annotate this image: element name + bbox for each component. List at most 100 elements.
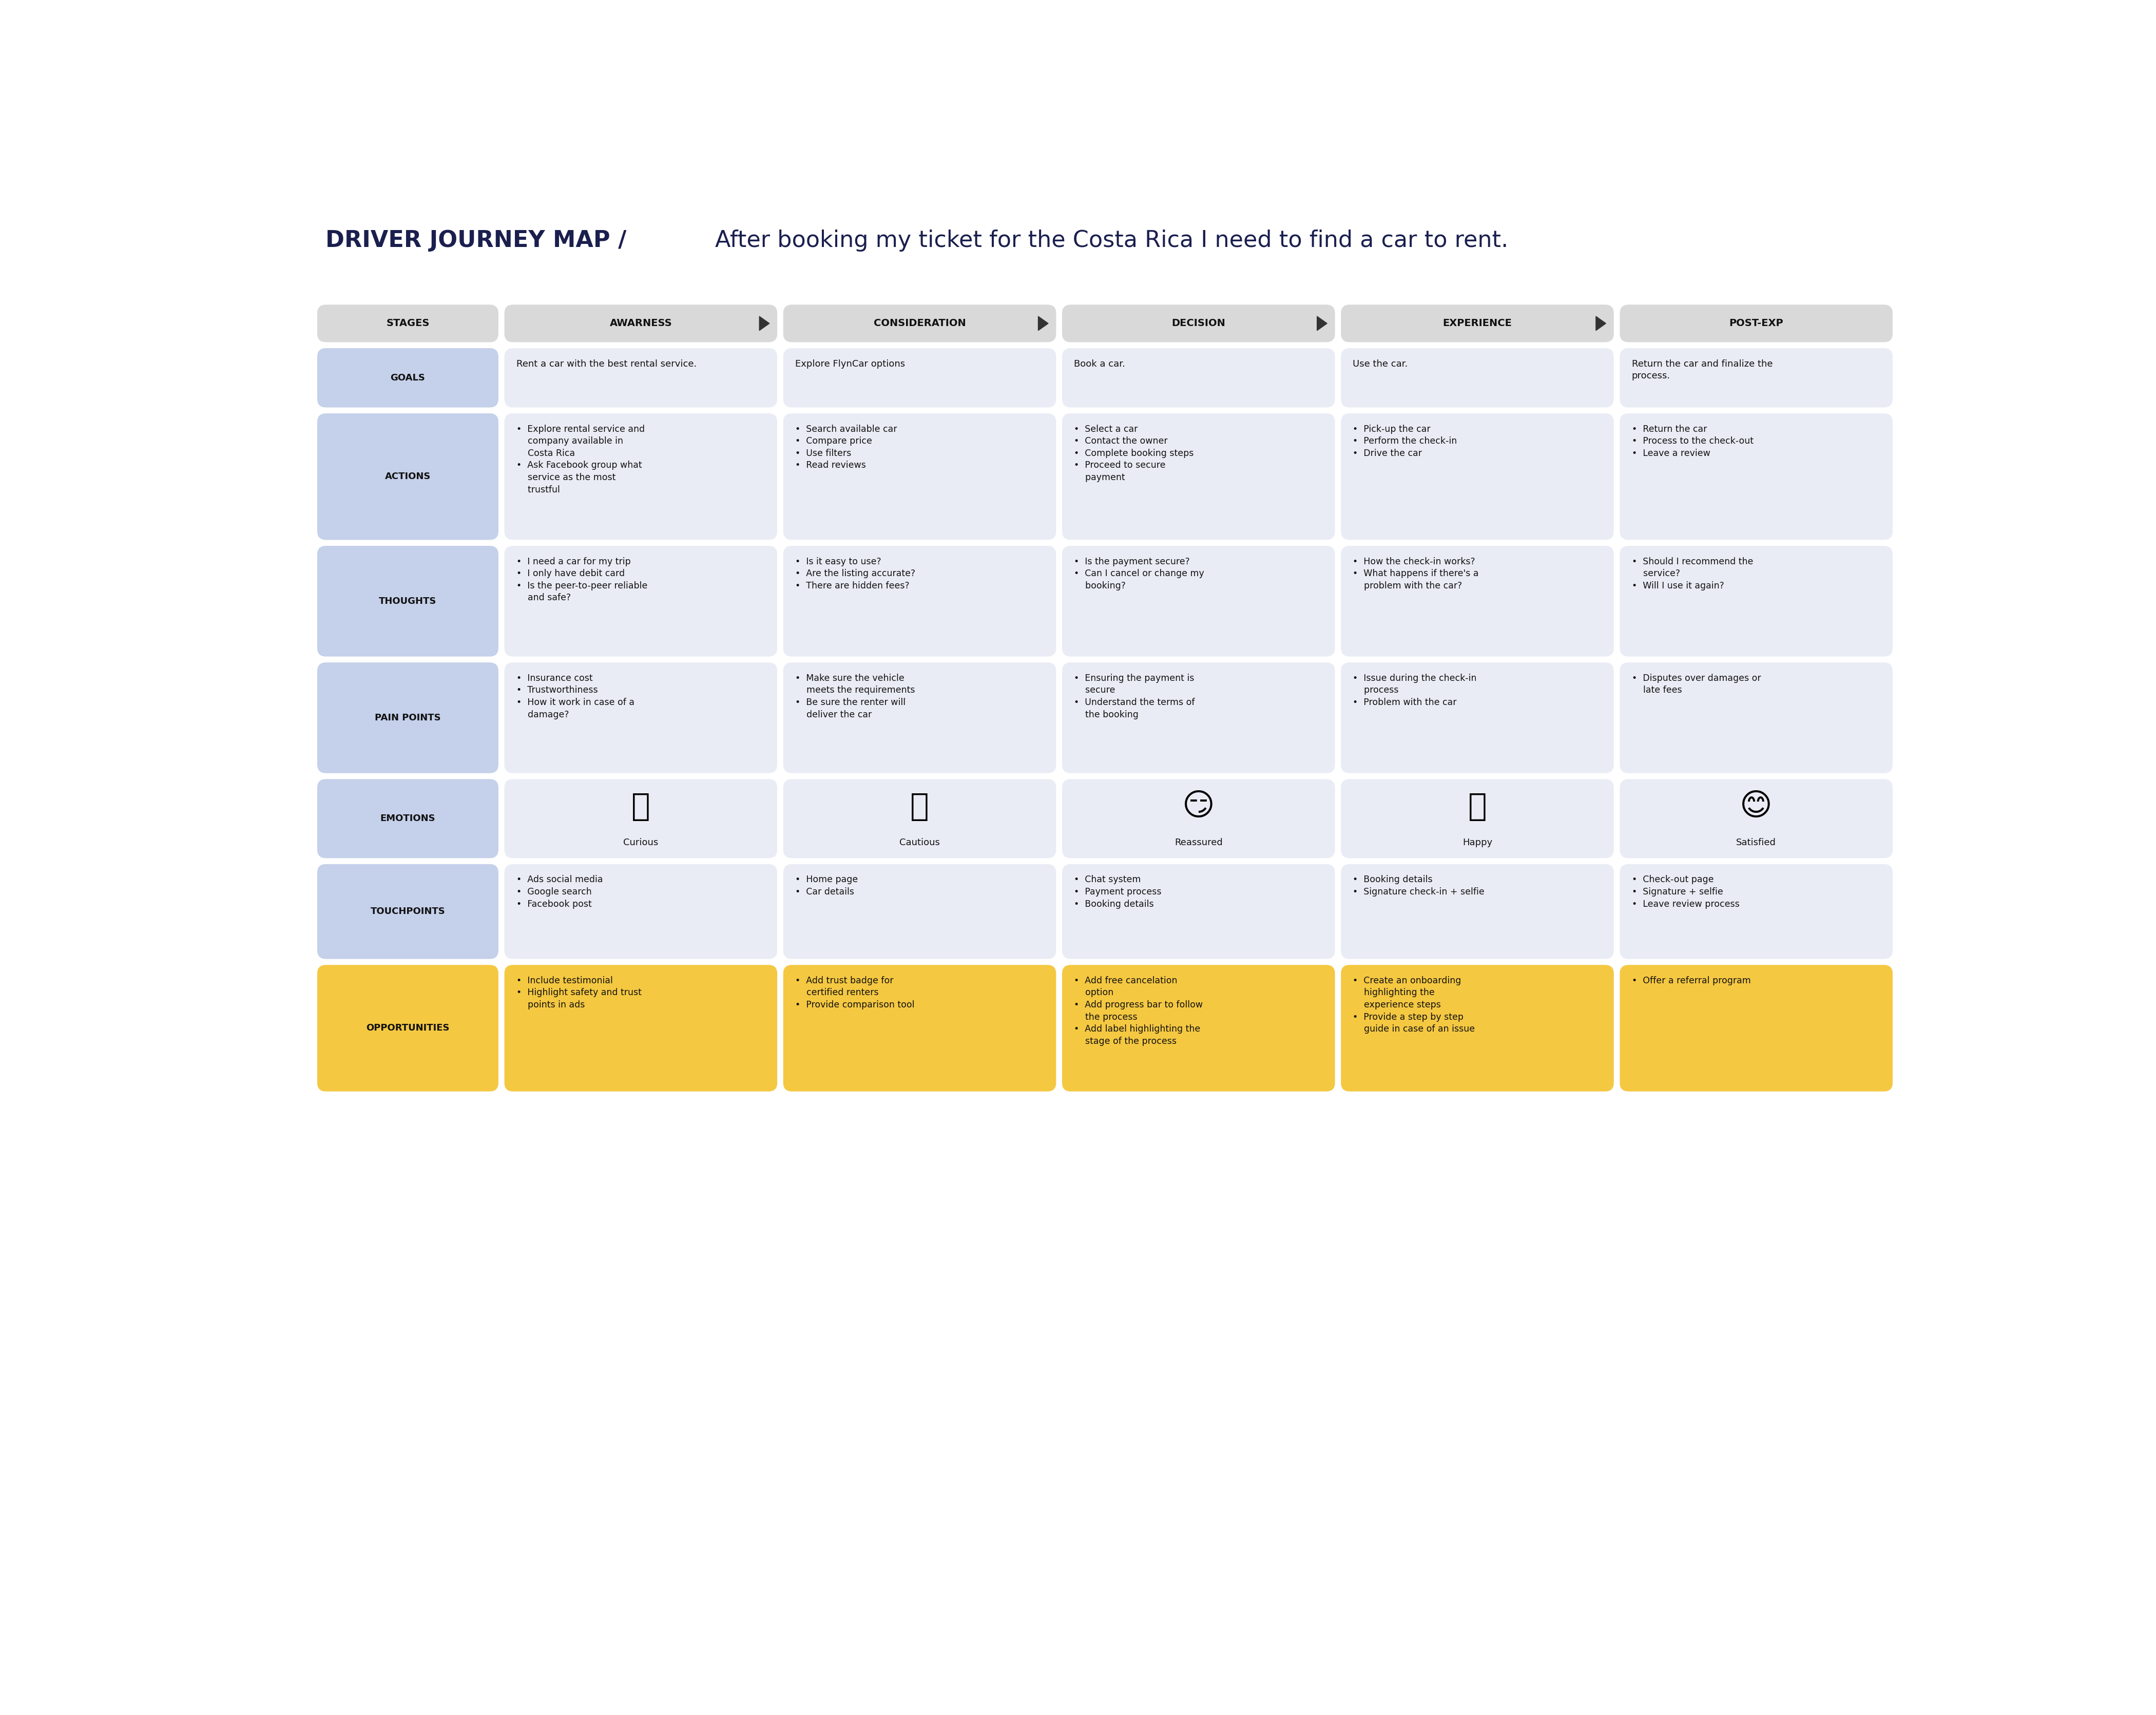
FancyBboxPatch shape: [1063, 305, 1335, 343]
Text: •  Include testimonial
•  Highlight safety and trust
    points in ads: • Include testimonial • Highlight safety…: [515, 976, 642, 1010]
Text: Use the car.: Use the car.: [1352, 358, 1408, 369]
Text: •  Booking details
•  Signature check-in + selfie: • Booking details • Signature check-in +…: [1352, 875, 1485, 897]
FancyBboxPatch shape: [1063, 779, 1335, 858]
Polygon shape: [1595, 316, 1606, 331]
Text: •  Should I recommend the
    service?
•  Will I use it again?: • Should I recommend the service? • Will…: [1632, 557, 1753, 590]
FancyBboxPatch shape: [1063, 662, 1335, 773]
Text: •  Add free cancelation
    option
•  Add progress bar to follow
    the process: • Add free cancelation option • Add prog…: [1074, 976, 1203, 1046]
Text: •  Issue during the check-in
    process
•  Problem with the car: • Issue during the check-in process • Pr…: [1352, 674, 1477, 707]
FancyBboxPatch shape: [317, 966, 498, 1091]
Polygon shape: [1317, 316, 1328, 331]
Text: Cautious: Cautious: [899, 837, 940, 847]
FancyBboxPatch shape: [1341, 348, 1615, 408]
Text: •  Chat system
•  Payment process
•  Booking details: • Chat system • Payment process • Bookin…: [1074, 875, 1162, 909]
Text: THOUGHTS: THOUGHTS: [379, 597, 438, 605]
FancyBboxPatch shape: [1341, 662, 1615, 773]
FancyBboxPatch shape: [317, 413, 498, 540]
Text: Book a car.: Book a car.: [1074, 358, 1125, 369]
Text: 🙂: 🙂: [1468, 792, 1488, 821]
Text: •  Search available car
•  Compare price
•  Use filters
•  Read reviews: • Search available car • Compare price •…: [796, 424, 897, 470]
Text: STAGES: STAGES: [386, 319, 429, 328]
FancyBboxPatch shape: [317, 348, 498, 408]
Text: Reassured: Reassured: [1175, 837, 1222, 847]
FancyBboxPatch shape: [783, 413, 1056, 540]
FancyBboxPatch shape: [1063, 864, 1335, 959]
FancyBboxPatch shape: [1619, 864, 1893, 959]
FancyBboxPatch shape: [783, 305, 1056, 343]
Text: •  Select a car
•  Contact the owner
•  Complete booking steps
•  Proceed to sec: • Select a car • Contact the owner • Com…: [1074, 424, 1194, 482]
FancyBboxPatch shape: [1063, 413, 1335, 540]
FancyBboxPatch shape: [1619, 779, 1893, 858]
FancyBboxPatch shape: [1619, 966, 1893, 1091]
Text: 😏: 😏: [1181, 792, 1214, 821]
FancyBboxPatch shape: [505, 305, 778, 343]
FancyBboxPatch shape: [783, 348, 1056, 408]
Text: 🤨: 🤨: [910, 792, 929, 821]
FancyBboxPatch shape: [1619, 348, 1893, 408]
FancyBboxPatch shape: [1063, 966, 1335, 1091]
Text: DRIVER JOURNEY MAP /: DRIVER JOURNEY MAP /: [326, 230, 634, 252]
FancyBboxPatch shape: [505, 348, 778, 408]
FancyBboxPatch shape: [1619, 662, 1893, 773]
Text: •  Create an onboarding
    highlighting the
    experience steps
•  Provide a s: • Create an onboarding highlighting the …: [1352, 976, 1475, 1034]
Text: •  Ensuring the payment is
    secure
•  Understand the terms of
    the booking: • Ensuring the payment is secure • Under…: [1074, 674, 1194, 719]
Text: Satisfied: Satisfied: [1736, 837, 1777, 847]
Polygon shape: [759, 316, 770, 331]
Text: •  Is it easy to use?
•  Are the listing accurate?
•  There are hidden fees?: • Is it easy to use? • Are the listing a…: [796, 557, 916, 590]
FancyBboxPatch shape: [1063, 545, 1335, 657]
Text: Curious: Curious: [623, 837, 658, 847]
FancyBboxPatch shape: [317, 305, 498, 343]
Text: •  How the check-in works?
•  What happens if there's a
    problem with the car: • How the check-in works? • What happens…: [1352, 557, 1479, 590]
Text: DECISION: DECISION: [1171, 319, 1225, 328]
Text: EMOTIONS: EMOTIONS: [379, 815, 436, 823]
FancyBboxPatch shape: [505, 779, 778, 858]
FancyBboxPatch shape: [1341, 779, 1615, 858]
Text: •  Pick-up the car
•  Perform the check-in
•  Drive the car: • Pick-up the car • Perform the check-in…: [1352, 424, 1457, 458]
FancyBboxPatch shape: [1341, 545, 1615, 657]
FancyBboxPatch shape: [505, 864, 778, 959]
Text: •  Ads social media
•  Google search
•  Facebook post: • Ads social media • Google search • Fac…: [515, 875, 604, 909]
FancyBboxPatch shape: [1341, 864, 1615, 959]
FancyBboxPatch shape: [783, 779, 1056, 858]
FancyBboxPatch shape: [1619, 305, 1893, 343]
FancyBboxPatch shape: [317, 779, 498, 858]
Text: •  Check-out page
•  Signature + selfie
•  Leave review process: • Check-out page • Signature + selfie • …: [1632, 875, 1740, 909]
FancyBboxPatch shape: [317, 864, 498, 959]
Text: 😊: 😊: [1740, 792, 1772, 821]
FancyBboxPatch shape: [317, 662, 498, 773]
Text: EXPERIENCE: EXPERIENCE: [1442, 319, 1511, 328]
FancyBboxPatch shape: [783, 545, 1056, 657]
FancyBboxPatch shape: [1619, 413, 1893, 540]
FancyBboxPatch shape: [1619, 545, 1893, 657]
Text: GOALS: GOALS: [390, 374, 425, 382]
Polygon shape: [1039, 316, 1048, 331]
Text: •  Is the payment secure?
•  Can I cancel or change my
    booking?: • Is the payment secure? • Can I cancel …: [1074, 557, 1205, 590]
Text: ACTIONS: ACTIONS: [386, 472, 431, 482]
FancyBboxPatch shape: [1341, 413, 1615, 540]
Text: •  Insurance cost
•  Trustworthiness
•  How it work in case of a
    damage?: • Insurance cost • Trustworthiness • How…: [515, 674, 634, 719]
FancyBboxPatch shape: [505, 413, 778, 540]
Text: •  Make sure the vehicle
    meets the requirements
•  Be sure the renter will
 : • Make sure the vehicle meets the requir…: [796, 674, 914, 719]
FancyBboxPatch shape: [783, 966, 1056, 1091]
Text: •  Home page
•  Car details: • Home page • Car details: [796, 875, 858, 897]
Text: TOUCHPOINTS: TOUCHPOINTS: [371, 907, 446, 916]
Text: CONSIDERATION: CONSIDERATION: [873, 319, 966, 328]
Text: •  Explore rental service and
    company available in
    Costa Rica
•  Ask Fac: • Explore rental service and company ava…: [515, 424, 645, 494]
FancyBboxPatch shape: [505, 545, 778, 657]
Text: •  Offer a referral program: • Offer a referral program: [1632, 976, 1751, 984]
FancyBboxPatch shape: [1341, 305, 1615, 343]
FancyBboxPatch shape: [505, 966, 778, 1091]
Text: OPPORTUNITIES: OPPORTUNITIES: [367, 1024, 451, 1032]
FancyBboxPatch shape: [317, 545, 498, 657]
Text: Happy: Happy: [1462, 837, 1492, 847]
FancyBboxPatch shape: [783, 662, 1056, 773]
Text: PAIN POINTS: PAIN POINTS: [375, 713, 440, 722]
Text: •  Add trust badge for
    certified renters
•  Provide comparison tool: • Add trust badge for certified renters …: [796, 976, 914, 1010]
Text: Return the car and finalize the
process.: Return the car and finalize the process.: [1632, 358, 1772, 381]
Text: Rent a car with the best rental service.: Rent a car with the best rental service.: [515, 358, 696, 369]
FancyBboxPatch shape: [1063, 348, 1335, 408]
Text: •  I need a car for my trip
•  I only have debit card
•  Is the peer-to-peer rel: • I need a car for my trip • I only have…: [515, 557, 647, 602]
Text: 🤔: 🤔: [632, 792, 651, 821]
FancyBboxPatch shape: [1341, 966, 1615, 1091]
FancyBboxPatch shape: [505, 662, 778, 773]
